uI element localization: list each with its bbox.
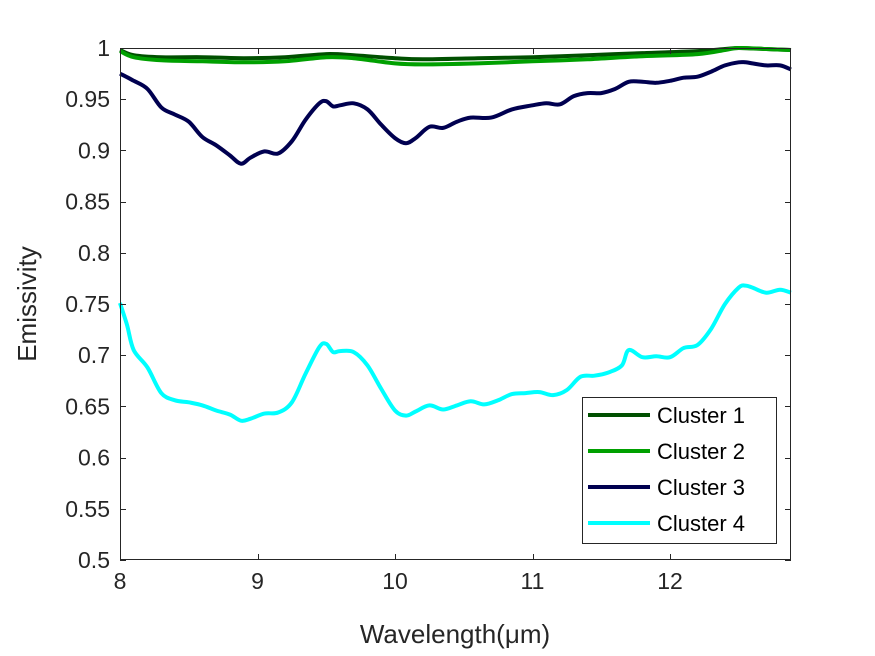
series-line-cluster-2 — [119, 45, 792, 67]
y-tick-label: 0.9 — [78, 137, 110, 163]
y-tick-label: 1 — [97, 35, 110, 61]
y-tick-label: 0.6 — [78, 445, 110, 471]
y-tick-label: 0.5 — [78, 547, 110, 573]
x-tick-label: 8 — [114, 568, 127, 594]
y-tick-label: 0.55 — [65, 496, 110, 522]
y-tick-label: 0.95 — [65, 86, 110, 112]
x-tick-label: 9 — [251, 568, 264, 594]
series-line-cluster-3 — [119, 60, 792, 166]
axes-box — [120, 48, 791, 560]
series-line-cluster-4 — [118, 283, 792, 423]
y-tick-label: 0.8 — [78, 240, 110, 266]
legend-label-cluster-4: Cluster 4 — [657, 511, 745, 536]
y-tick-label: 0.85 — [65, 189, 110, 215]
x-tick-label: 12 — [657, 568, 683, 594]
x-axis-title: Wavelength(μm) — [360, 619, 550, 649]
y-axis: 0.5 0.55 0.6 0.65 0.7 0.75 0.8 0.85 0.9 0.95 1 — [65, 35, 791, 573]
x-axis: 8 9 10 11 12 — [114, 48, 683, 594]
x-tick-label: 10 — [382, 568, 408, 594]
x-tick-label: 11 — [521, 568, 545, 594]
legend-box — [582, 397, 777, 544]
legend-label-cluster-2: Cluster 2 — [657, 439, 745, 464]
legend-label-cluster-3: Cluster 3 — [657, 475, 745, 500]
y-tick-label: 0.75 — [65, 291, 110, 317]
y-axis-title: Emissivity — [12, 246, 42, 362]
y-tick-label: 0.7 — [78, 342, 110, 368]
legend: Cluster 1 Cluster 2 Cluster 3 Cluster 4 — [582, 397, 777, 544]
y-tick-label: 0.65 — [65, 393, 110, 419]
legend-label-cluster-1: Cluster 1 — [657, 403, 745, 428]
